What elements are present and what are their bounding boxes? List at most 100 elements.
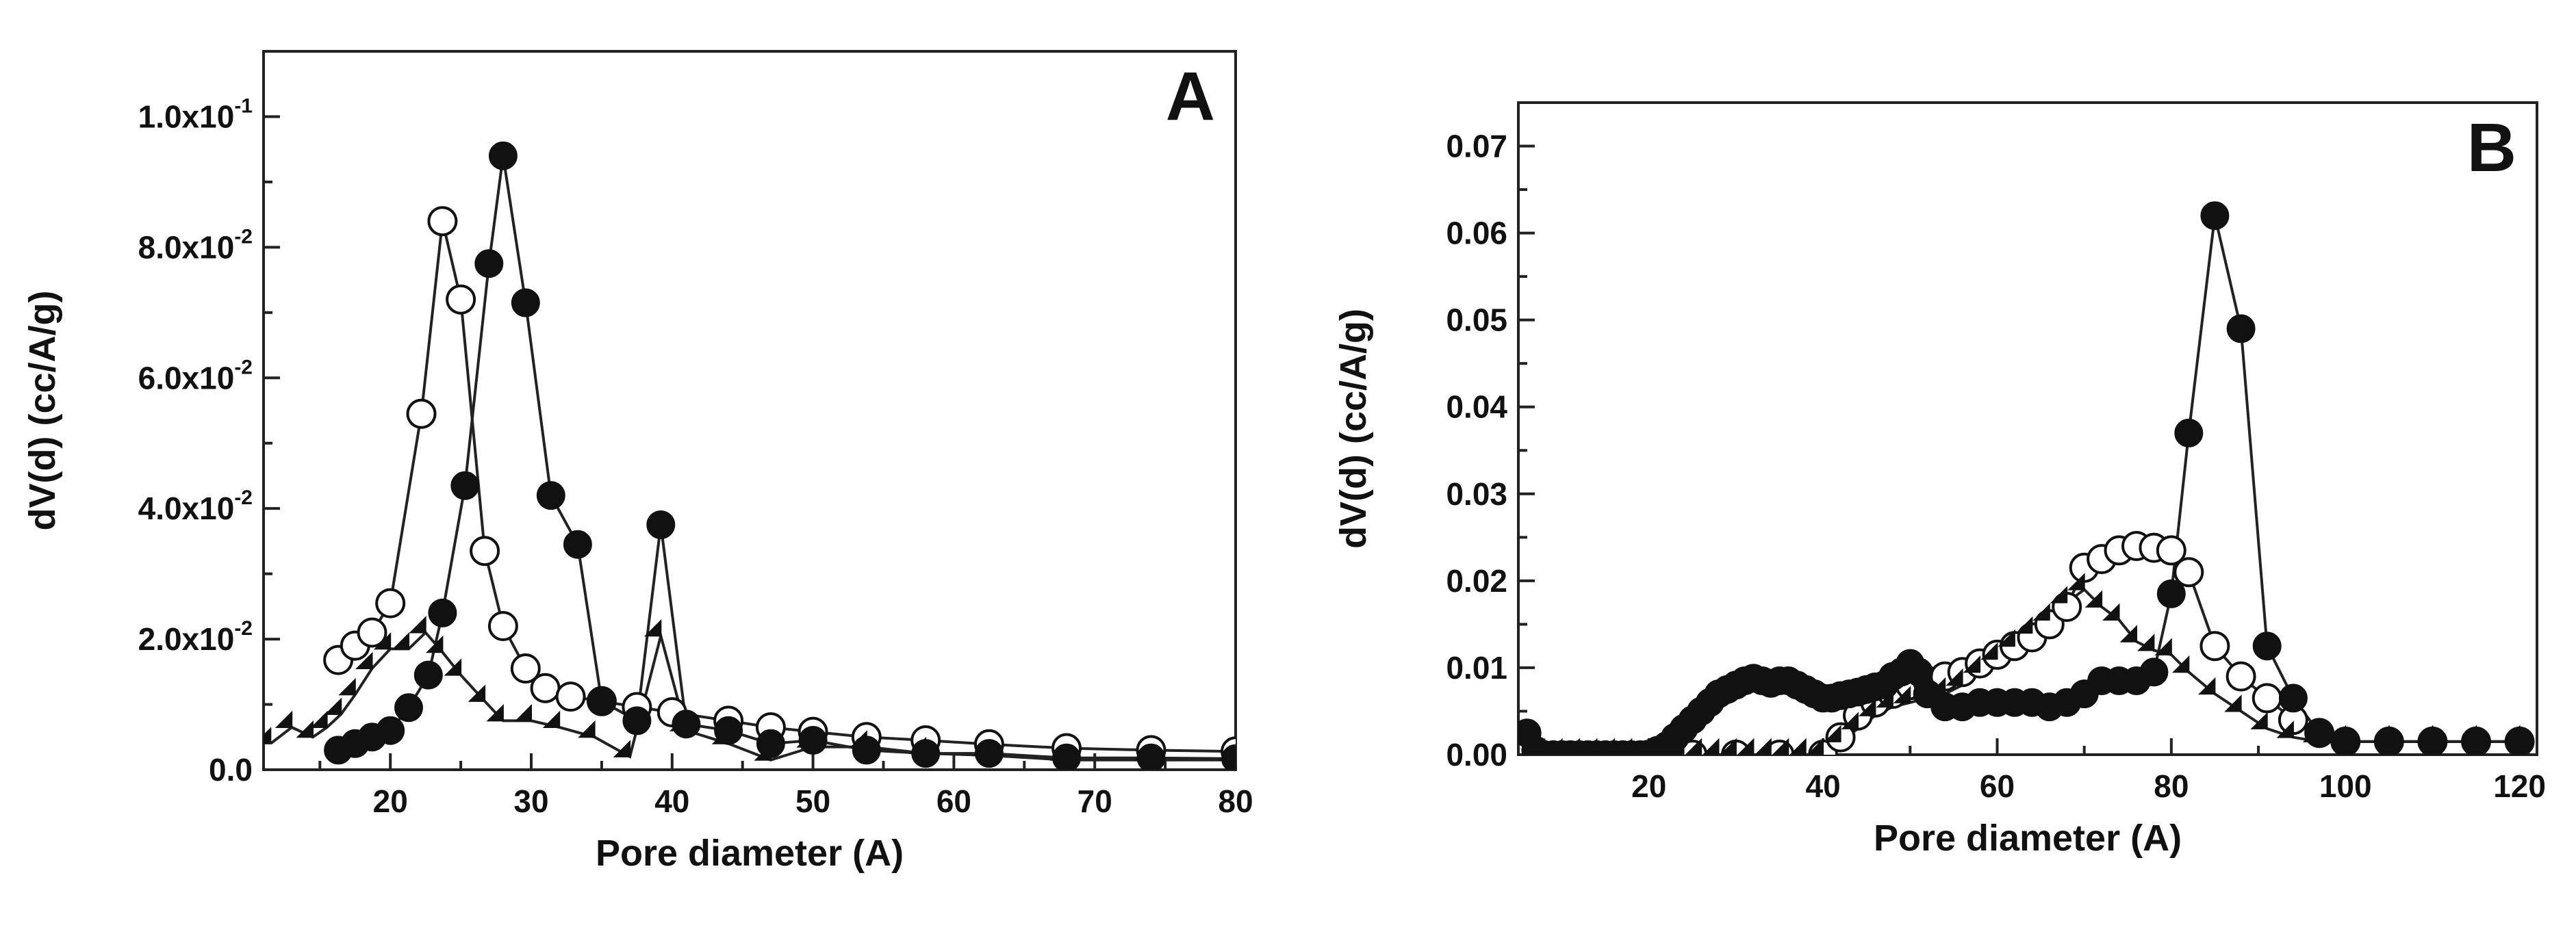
panel-a-point-open-circle — [427, 206, 458, 237]
panel-a-point-filled-diamond — [669, 714, 687, 731]
panel-b-point-filled-diamond — [1911, 681, 1928, 699]
panel-b-y-tick-label: 0.07 — [1446, 129, 1507, 164]
panel-a-x-tick-label: 30 — [513, 783, 548, 819]
panel-a-point-open-circle — [530, 673, 561, 703]
panel-a-x-tick-label: 40 — [654, 783, 689, 819]
panel-b-point-filled-diamond — [2372, 725, 2390, 742]
panel-a-series-line — [337, 155, 1236, 760]
panel-a-point-filled-circle — [450, 471, 480, 500]
panel-b-point-filled-diamond — [2119, 625, 2138, 642]
panel-b-point-filled-diamond — [1998, 629, 2015, 647]
panel-a-y-tick-label: 2.0x10-2 — [138, 617, 253, 657]
panel-a-markers-filled-diamond — [264, 616, 1236, 761]
panel-a-point-filled-diamond — [468, 684, 486, 702]
panel-a-label: A — [1166, 58, 1215, 135]
y-tick-mantissa: 0.07 — [1446, 129, 1507, 164]
panel-b-point-filled-diamond — [1598, 738, 1615, 755]
panel-a-point-open-circle — [446, 284, 476, 315]
panel-b-x-tick-label: 20 — [1631, 768, 1666, 804]
panel-a-point-filled-diamond — [972, 738, 990, 757]
panel-a-point-filled-diamond — [275, 710, 293, 729]
panel-b-point-filled-diamond — [2197, 677, 2216, 695]
panel-b-point-filled-diamond — [2171, 655, 2190, 673]
panel-b-y-tick-label: 0.00 — [1446, 737, 1507, 772]
panel-a-point-open-circle — [375, 588, 406, 619]
panel-a-point-filled-diamond — [613, 740, 631, 757]
panel-b-point-filled-diamond — [2302, 725, 2321, 742]
panel-a-x-tick-label: 20 — [373, 783, 408, 819]
panel-b-series-line — [1525, 215, 2520, 755]
panel-b-point-filled-diamond — [1737, 738, 1755, 755]
panel-b-point-filled-diamond — [1668, 738, 1685, 755]
panel-a-point-filled-diamond — [392, 632, 410, 650]
y-tick-mantissa: 0.05 — [1446, 302, 1507, 338]
y-tick-mantissa: 0.02 — [1446, 563, 1507, 599]
panel-b: 20 40 60 80 100 120 0.00 0.01 0.02 0.03 0.04 0.05 0.… — [1333, 101, 2546, 859]
panel-a-point-filled-circle — [587, 686, 616, 716]
panel-b-point-filled-diamond — [1963, 655, 1981, 673]
panel-a-x-axis-title: Pore diameter (A) — [596, 833, 904, 874]
panel-b-point-filled-diamond — [2032, 603, 2050, 621]
panel-b-point-filled-diamond — [1615, 738, 1633, 755]
panel-a-point-open-circle — [357, 617, 387, 648]
panel-b-point-filled-diamond — [1563, 738, 1581, 755]
panel-b-point-filled-diamond — [1858, 699, 1876, 716]
panel-a-point-filled-diamond — [578, 720, 596, 738]
panel-b-point-filled-diamond — [1876, 690, 1893, 708]
panel-a-point-filled-circle — [488, 141, 518, 170]
panel-a-point-filled-diamond — [324, 697, 342, 715]
panel-a-x-tick-label: 80 — [1218, 783, 1253, 819]
panel-b-x-tick-label: 100 — [2319, 768, 2372, 804]
panel-b-x-tick-label: 40 — [1806, 768, 1841, 804]
panel-a-point-filled-diamond — [264, 727, 272, 744]
panel-b-point-filled-diamond — [2459, 725, 2477, 742]
panel-b-point-filled-circle — [2252, 632, 2282, 661]
panel-b-x-tick-label: 120 — [2493, 768, 2546, 804]
panel-a-point-open-circle — [406, 398, 437, 429]
y-tick-mantissa: 0.01 — [1446, 650, 1507, 686]
panel-a-x-tick-label: 70 — [1077, 783, 1112, 819]
panel-b-point-filled-diamond — [1807, 738, 1824, 755]
y-tick-mantissa: 2.0x10 — [138, 621, 235, 657]
panel-b-point-filled-diamond — [1841, 712, 1859, 729]
y-tick-mantissa: 0.00 — [1446, 737, 1507, 772]
y-tick-mantissa: 0.0 — [209, 752, 253, 788]
panel-b-point-filled-diamond — [1893, 686, 1911, 703]
panel-b-point-filled-diamond — [2102, 603, 2120, 621]
panel-a-point-filled-circle — [394, 693, 423, 723]
y-tick-mantissa: 1.0x10 — [138, 99, 235, 134]
panel-a-point-filled-diamond — [514, 703, 533, 722]
panel-a-point-filled-circle — [622, 706, 652, 736]
panel-b-point-filled-circle — [2226, 314, 2256, 343]
panel-b-point-filled-diamond — [1946, 668, 1963, 686]
panel-b-data — [1518, 201, 2535, 755]
panel-a-point-filled-diamond — [711, 727, 730, 744]
panel-a-y-tick-label: 8.0x10-2 — [138, 225, 253, 265]
panel-b-point-open-circle — [2199, 631, 2230, 662]
panel-a-point-filled-diamond — [338, 677, 356, 696]
y-tick-mantissa: 4.0x10 — [138, 491, 235, 526]
panel-b-y-tick-label: 0.01 — [1446, 650, 1507, 686]
panel-b-point-filled-diamond — [1980, 642, 1998, 660]
panel-b-point-filled-diamond — [1650, 738, 1668, 755]
panel-b-label: B — [2467, 109, 2516, 186]
panel-b-y-tick-label: 0.05 — [1446, 302, 1507, 338]
panel-a-point-filled-circle — [413, 660, 443, 690]
panel-b-point-filled-circle — [2156, 579, 2186, 608]
panel-b-y-tick-label: 0.04 — [1446, 389, 1507, 425]
panel-a-point-open-circle — [555, 681, 586, 712]
panel-b-point-filled-circle — [2200, 201, 2230, 231]
panel-b-point-filled-diamond — [1546, 738, 1563, 755]
panel-a-point-filled-diamond — [908, 736, 927, 755]
panel-a-point-filled-diamond — [850, 730, 867, 748]
panel-b-point-filled-diamond — [1633, 738, 1650, 755]
panel-a-point-filled-circle — [536, 481, 565, 510]
panel-b-point-filled-diamond — [2328, 725, 2347, 742]
panel-b-point-filled-circle — [2139, 658, 2169, 687]
panel-b-markers-filled-circle — [1518, 201, 2534, 755]
panel-b-point-filled-diamond — [1703, 738, 1720, 755]
y-tick-exponent: -2 — [234, 486, 253, 509]
panel-a-point-filled-diamond — [796, 730, 814, 748]
